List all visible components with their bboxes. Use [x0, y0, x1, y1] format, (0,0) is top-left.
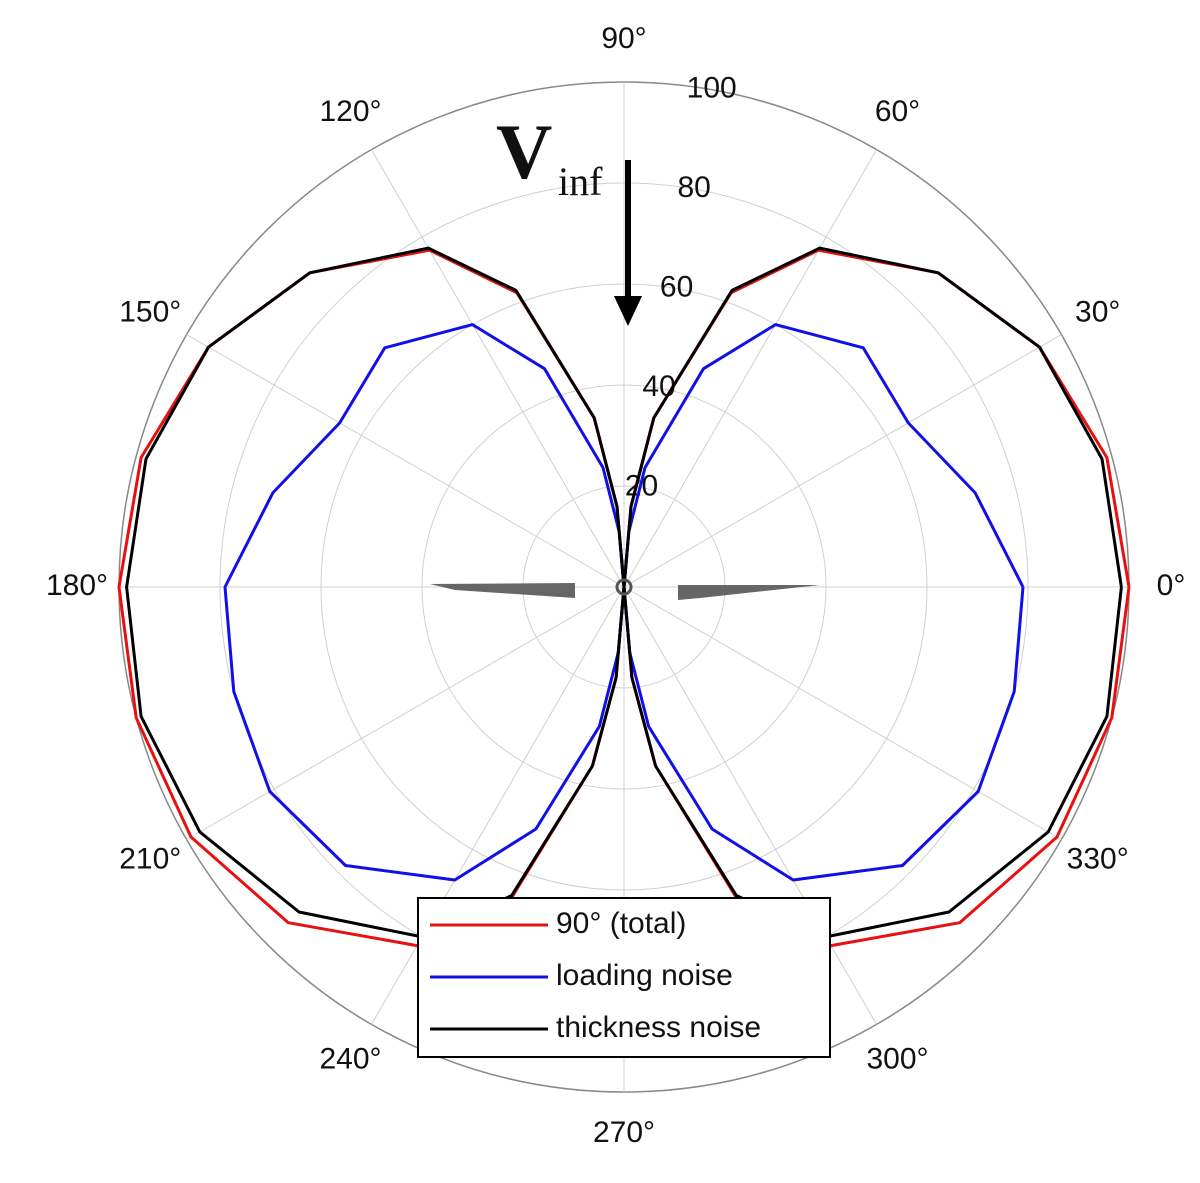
grid-spoke	[186, 586, 625, 840]
legend-label: loading noise	[556, 959, 733, 992]
legend-label: 90° (total)	[556, 907, 686, 940]
theta-tick-label: 240°	[319, 1043, 381, 1076]
flow-arrowhead	[614, 296, 642, 326]
airfoil-right	[678, 585, 820, 600]
grid-spoke	[371, 586, 625, 1025]
theta-tick-label: 180°	[46, 569, 108, 602]
legend-label: thickness noise	[556, 1011, 761, 1044]
theta-tick-label: 330°	[1067, 842, 1129, 875]
theta-tick-label: 60°	[875, 95, 920, 128]
grid-spoke	[623, 149, 877, 588]
theta-tick-label: 300°	[866, 1043, 928, 1076]
series-line	[223, 323, 1025, 882]
series-line	[125, 246, 1123, 939]
annotation-main: V	[496, 108, 552, 195]
r-tick-label: 100	[687, 72, 737, 105]
r-tick-label: 40	[642, 370, 675, 403]
theta-tick-label: 270°	[593, 1116, 655, 1149]
theta-tick-label: 210°	[119, 842, 181, 875]
curves	[117, 246, 1131, 948]
grid-spoke	[186, 334, 625, 588]
r-tick-label: 80	[677, 171, 710, 204]
grid-spoke	[623, 586, 877, 1025]
theta-tick-label: 120°	[319, 95, 381, 128]
airfoil-left	[430, 583, 575, 598]
hub	[615, 578, 633, 596]
theta-tick-label: 150°	[119, 295, 181, 328]
legend: 90° (total) loading noise thickness noise	[417, 897, 831, 1058]
r-tick-label: 60	[660, 271, 693, 304]
theta-tick-label: 90°	[601, 22, 646, 55]
annotation-sub: inf	[558, 159, 603, 204]
grid-spoke	[623, 334, 1062, 588]
grid-spoke	[371, 149, 625, 588]
theta-tick-label: 0°	[1157, 569, 1186, 602]
theta-tick-label: 30°	[1075, 295, 1120, 328]
grid-spoke	[623, 586, 1062, 840]
